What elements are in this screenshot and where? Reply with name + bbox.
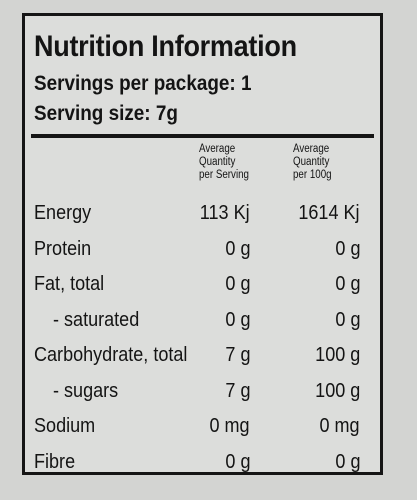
table-row: Protein 0 g 0 g — [25, 232, 380, 268]
per-100g-value: 0 g — [334, 449, 360, 473]
servings-per-package: Servings per package: 1 — [34, 72, 252, 95]
per-serving-value: 0 g — [224, 272, 250, 295]
panel-title: Nutrition Information — [34, 30, 297, 63]
column-header-per-100g: Average Quantity per 100g — [293, 143, 332, 182]
per-100g-value: 100 g — [314, 378, 360, 402]
column-header-line: Quantity — [199, 156, 236, 168]
table-row: Energy 113 Kj 1614 Kj — [25, 196, 380, 232]
nutrient-name: Sodium — [34, 414, 96, 437]
nutrient-name: Fat, total — [34, 272, 105, 295]
nutrition-panel: Nutrition Information Servings per packa… — [22, 13, 383, 475]
per-100g-value: 0 g — [334, 272, 360, 295]
per-100g-value: 0 g — [334, 307, 360, 331]
per-serving-value: 0 g — [224, 236, 250, 260]
nutrient-name: Energy — [34, 201, 92, 224]
header-divider — [31, 134, 374, 138]
column-header-line: per Serving — [199, 169, 249, 181]
nutrient-name: Protein — [34, 236, 92, 260]
per-100g-value: 0 mg — [319, 414, 360, 437]
per-serving-value: 7 g — [224, 378, 250, 402]
column-header-per-serving: Average Quantity per Serving — [199, 143, 249, 182]
table-row: Carbohydrate, total 7 g 100 g — [25, 338, 380, 374]
nutrient-name: - sugars — [53, 378, 119, 402]
table-row: Fat, total 0 g 0 g — [25, 267, 380, 303]
column-header-line: Average — [293, 143, 330, 155]
per-serving-value: 0 g — [224, 449, 250, 473]
per-serving-value: 113 Kj — [200, 201, 250, 224]
nutrient-name: Carbohydrate, total — [34, 343, 188, 366]
nutrient-name: - saturated — [53, 307, 140, 331]
table-row: Sodium 0 mg 0 mg — [25, 409, 380, 445]
per-serving-value: 0 mg — [209, 414, 250, 437]
per-serving-value: 0 g — [224, 307, 250, 331]
per-serving-value: 7 g — [224, 343, 250, 366]
table-row: Fibre 0 g 0 g — [25, 445, 380, 481]
per-100g-value: 0 g — [334, 236, 360, 260]
table-row: - sugars 7 g 100 g — [25, 374, 380, 410]
column-header-line: per 100g — [293, 169, 332, 181]
per-100g-value: 100 g — [314, 343, 360, 366]
per-100g-value: 1614 Kj — [298, 201, 360, 224]
table-row: - saturated 0 g 0 g — [25, 303, 380, 339]
nutrient-table: Energy 113 Kj 1614 Kj Protein 0 g 0 g Fa… — [25, 196, 380, 480]
serving-size: Serving size: 7g — [34, 102, 178, 125]
column-header-line: Quantity — [293, 156, 330, 168]
nutrient-name: Fibre — [34, 449, 76, 473]
column-header-line: Average — [199, 143, 236, 155]
